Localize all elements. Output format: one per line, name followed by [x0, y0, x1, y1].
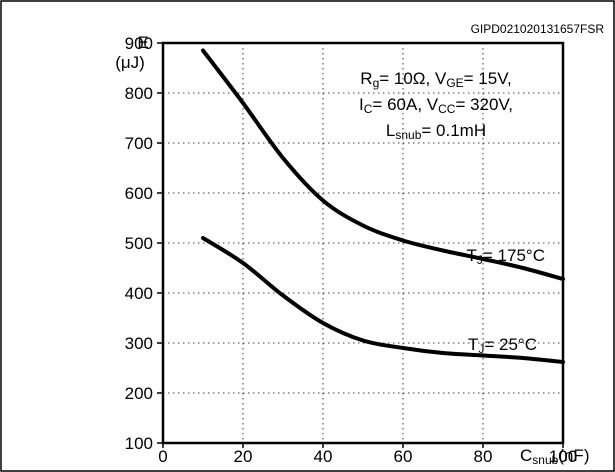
series-label-0-part-1: J	[477, 253, 483, 267]
series-line-1	[201, 236, 565, 364]
condition-line-2: Lsnub= 0.1mH	[386, 121, 486, 142]
condition-line-1-part-4: = 320V,	[455, 95, 513, 114]
x-tick-label-4: 80	[474, 447, 493, 466]
condition-line-0-part-3: GE	[446, 76, 463, 90]
condition-line-2-part-1: snub	[395, 128, 421, 142]
condition-line-1-part-2: = 60A, V	[372, 95, 438, 114]
x-axis-label-sub: snub	[532, 453, 558, 467]
condition-line-1-part-1: C	[364, 102, 373, 116]
condition-line-2-part-2: = 0.1mH	[421, 121, 486, 140]
condition-line-0-part-0: R	[360, 69, 372, 88]
series-label-1-part-2: = 25°C	[484, 335, 537, 354]
series-label-0-part-2: = 175°C	[483, 246, 545, 265]
y-axis-label: E	[137, 33, 148, 52]
condition-line-0-part-2: = 10Ω, V	[379, 69, 447, 88]
figure-code: GIPD021020131657FSR	[471, 22, 605, 36]
x-tick-labels: 0 20 40 60 80 100	[158, 443, 577, 466]
y-tick-label-1: 200	[125, 384, 153, 403]
condition-line-0-part-4: = 15V,	[464, 69, 512, 88]
x-tick-label-3: 60	[394, 447, 413, 466]
y-tick-label-8: 900	[125, 34, 153, 53]
y-tick-label-2: 300	[125, 334, 153, 353]
series-label-1-part-0: T	[468, 335, 478, 354]
series-label-1: TJ= 25°C	[468, 335, 537, 356]
x-axis-label-main: C	[520, 446, 532, 465]
condition-line-1-part-0: I	[359, 95, 364, 114]
x-tick-label-2: 40	[314, 447, 333, 466]
y-tick-label-6: 700	[125, 134, 153, 153]
y-tick-label-5: 600	[125, 184, 153, 203]
series-line-0	[201, 48, 565, 281]
x-axis-label: Csnub(nF)	[520, 446, 589, 467]
x-tick-label-5: 100	[549, 447, 577, 466]
condition-line-2-part-0: L	[386, 121, 395, 140]
condition-line-0: Rg= 10Ω, VGE= 15V,	[360, 69, 511, 90]
y-tick-label-4: 500	[125, 234, 153, 253]
series-label-0-part-0: T	[467, 246, 477, 265]
y-tick-labels: 100 200 300 400 500 600 700 800 900	[125, 34, 163, 453]
x-axis-label-unit: (nF)	[558, 446, 589, 465]
y-tick-label-7: 800	[125, 84, 153, 103]
condition-line-1-part-3: CC	[438, 102, 456, 116]
series-label-1-part-1: J	[478, 342, 484, 356]
annotations: Rg= 10Ω, VGE= 15V, IC= 60A, VCC= 320V, Lsn…	[359, 69, 545, 356]
y-axis-unit: (μJ)	[115, 53, 145, 72]
grid	[163, 43, 563, 443]
x-tick-label-1: 20	[234, 447, 253, 466]
condition-line-1: IC= 60A, VCC= 320V,	[359, 95, 513, 116]
condition-line-0-part-1: g	[373, 76, 380, 90]
series-lines	[201, 48, 565, 364]
x-tick-label-0: 0	[158, 447, 167, 466]
series-label-0: TJ= 175°C	[467, 246, 545, 267]
y-tick-label-3: 400	[125, 284, 153, 303]
y-tick-label-0: 100	[125, 434, 153, 453]
